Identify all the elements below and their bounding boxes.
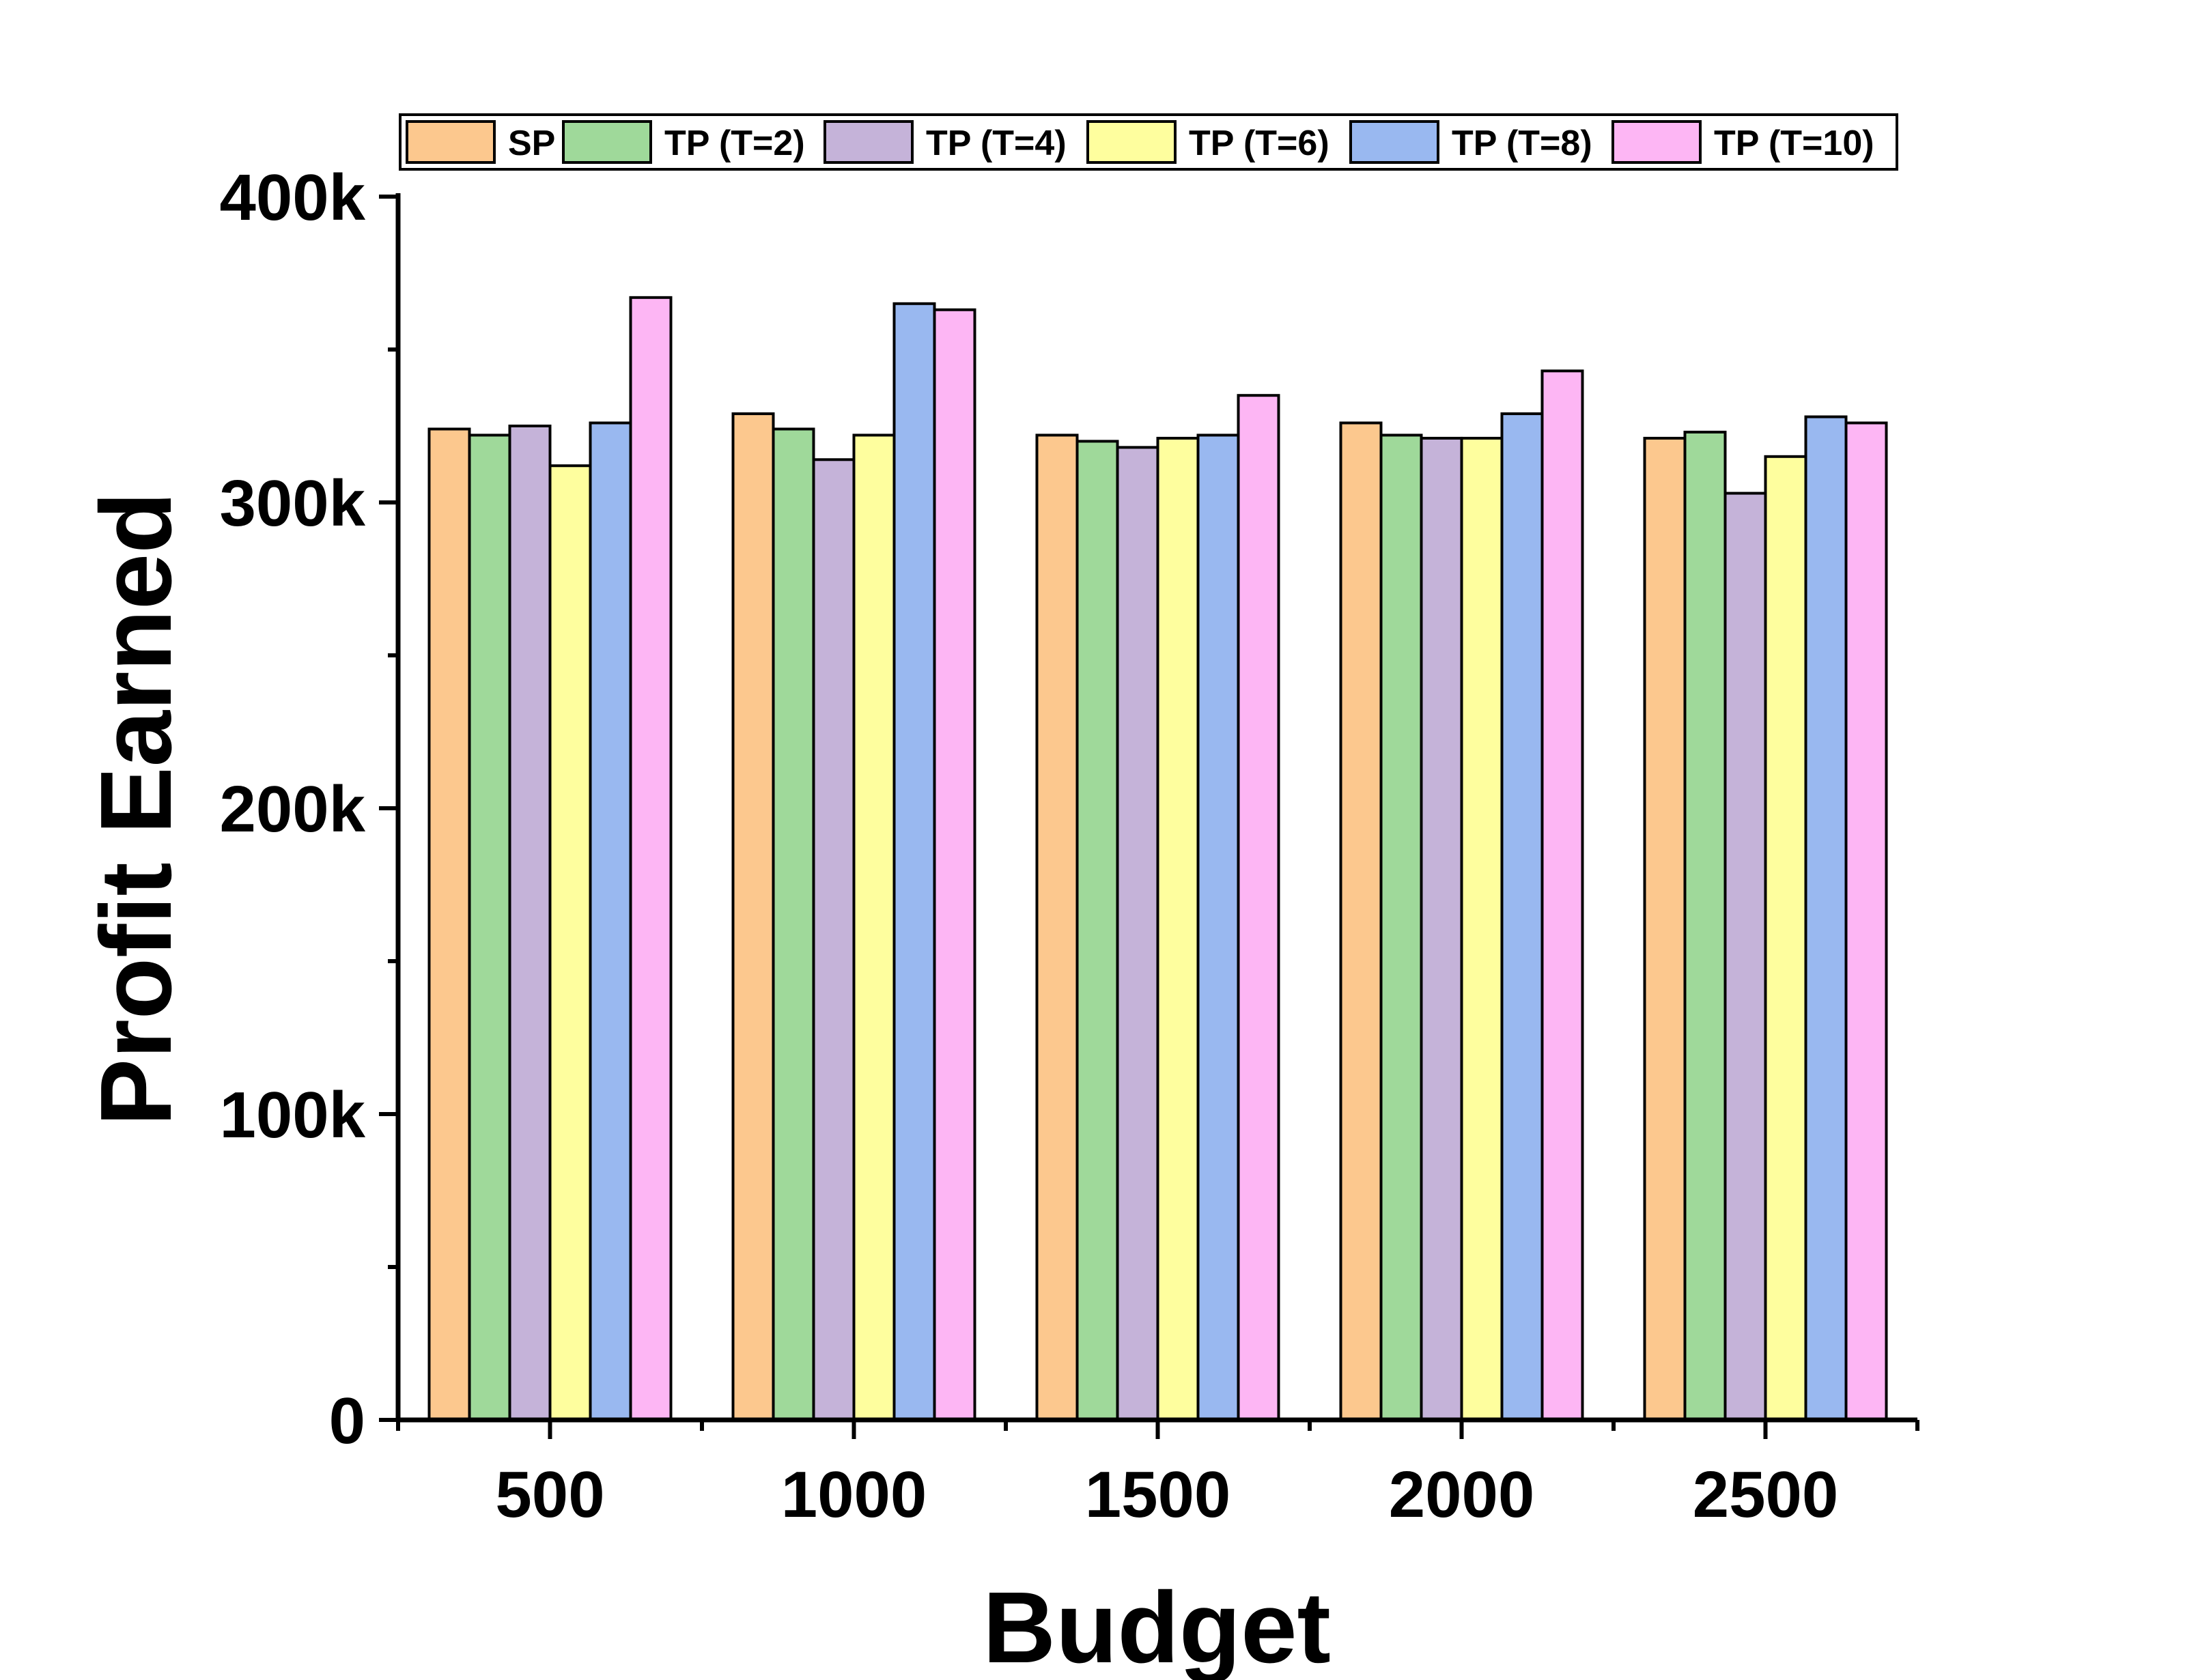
bar — [892, 302, 936, 1421]
x-tick-label: 1500 — [1085, 1458, 1231, 1531]
bar — [1500, 412, 1544, 1422]
bar — [1156, 436, 1200, 1421]
bars-group — [427, 296, 1888, 1422]
legend-swatch — [1349, 120, 1439, 164]
bar — [1540, 369, 1584, 1421]
bar — [1075, 440, 1119, 1421]
bar — [1460, 436, 1504, 1421]
bar — [1643, 436, 1687, 1421]
bar — [1420, 436, 1463, 1421]
y-ticks: 0 100k 200k 300k 400k — [219, 161, 398, 1457]
legend-label: TP (T=10) — [1714, 124, 1874, 163]
y-tick-label: 200k — [219, 773, 365, 846]
legend-label: SP — [508, 124, 555, 163]
legend-swatch — [406, 120, 496, 164]
bar — [1116, 446, 1159, 1421]
x-tick-label: 2000 — [1389, 1458, 1535, 1531]
legend-label: TP (T=2) — [664, 124, 805, 163]
legend-swatch — [1611, 120, 1702, 164]
y-tick-label: 300k — [219, 467, 365, 540]
legend-swatch — [824, 120, 914, 164]
bar — [1683, 430, 1727, 1422]
legend-label: TP (T=6) — [1189, 124, 1329, 163]
x-tick-label: 2500 — [1693, 1458, 1839, 1531]
bar — [1196, 433, 1240, 1422]
x-tick-label: 1000 — [781, 1458, 927, 1531]
legend-swatch — [1086, 120, 1177, 164]
bar — [1804, 415, 1848, 1421]
bar — [548, 464, 592, 1421]
y-tick-label: 400k — [219, 161, 365, 234]
bar — [933, 308, 976, 1421]
y-tick-label: 100k — [219, 1079, 365, 1152]
x-ticks: 500 1000 1500 2000 2500 — [396, 1420, 1919, 1531]
bar — [1723, 492, 1767, 1421]
legend-label: TP (T=4) — [926, 124, 1067, 163]
x-axis-title: Budget — [983, 1571, 1331, 1680]
x-tick-label: 500 — [495, 1458, 604, 1531]
bar — [468, 433, 511, 1422]
bar — [1237, 394, 1280, 1422]
bar — [812, 458, 856, 1421]
bar — [1764, 455, 1807, 1421]
bar — [731, 412, 775, 1422]
bar — [852, 433, 896, 1422]
bar — [1844, 421, 1888, 1421]
bar — [629, 296, 673, 1422]
legend-swatch — [562, 120, 652, 164]
legend-label: TP (T=8) — [1452, 124, 1592, 163]
bar — [1339, 421, 1383, 1421]
y-tick-label: 0 — [329, 1384, 365, 1457]
bar — [1035, 433, 1079, 1422]
bar — [508, 425, 552, 1421]
bar — [589, 421, 632, 1421]
legend: SP TP (T=2) TP (T=4) TP (T=6) TP (T=8) TP (T=… — [399, 113, 1898, 171]
bar — [1379, 433, 1423, 1422]
y-axis-title: Profit Earned — [80, 492, 193, 1126]
bar — [772, 427, 815, 1421]
bar — [427, 427, 471, 1421]
